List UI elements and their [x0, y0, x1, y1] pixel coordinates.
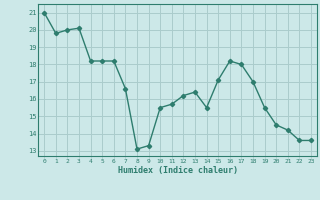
X-axis label: Humidex (Indice chaleur): Humidex (Indice chaleur) — [118, 166, 238, 175]
